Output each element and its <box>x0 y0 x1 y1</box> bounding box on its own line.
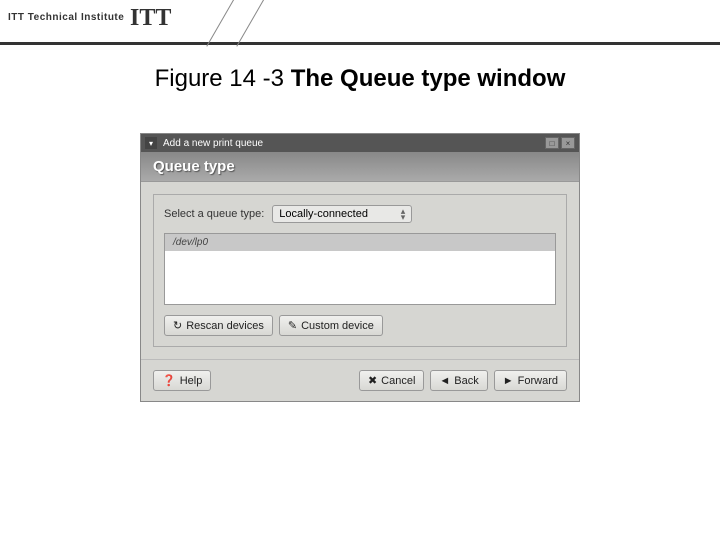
select-label: Select a queue type: <box>164 208 264 220</box>
itt-logo: ITT <box>130 5 171 32</box>
close-icon[interactable]: × <box>561 137 575 149</box>
titlebar-controls: □ × <box>545 137 575 149</box>
cancel-icon: ✖ <box>368 374 377 387</box>
list-item[interactable]: /dev/lp0 <box>165 234 555 251</box>
forward-arrow-icon: ► <box>503 375 514 387</box>
spacer <box>217 370 353 391</box>
cancel-label: Cancel <box>381 375 415 387</box>
titlebar-text: Add a new print queue <box>163 138 545 149</box>
help-button[interactable]: ❓ Help <box>153 370 211 391</box>
decorative-lines <box>200 0 320 45</box>
figure-caption: Figure 14 -3 The Queue type window <box>0 65 720 93</box>
device-button-row: ↻ Rescan devices ✎ Custom device <box>164 315 556 336</box>
help-icon: ❓ <box>162 374 176 387</box>
device-list[interactable]: /dev/lp0 <box>164 233 556 305</box>
dropdown-value: Locally-connected <box>279 208 368 220</box>
caption-title: The Queue type window <box>291 65 566 92</box>
dialog-button-bar: ❓ Help ✖ Cancel ◄ Back ► Forward <box>141 359 579 401</box>
window-titlebar[interactable]: ▾ Add a new print queue □ × <box>141 134 579 152</box>
queue-type-dropdown[interactable]: Locally-connected ▴▾ <box>272 205 412 223</box>
dropdown-arrows-icon: ▴▾ <box>401 208 406 220</box>
cancel-button[interactable]: ✖ Cancel <box>359 370 424 391</box>
back-button[interactable]: ◄ Back <box>430 370 487 391</box>
rescan-devices-button[interactable]: ↻ Rescan devices <box>164 315 273 336</box>
maximize-icon[interactable]: □ <box>545 137 559 149</box>
wrench-icon: ✎ <box>288 319 297 332</box>
page-header: ITT Technical Institute ITT <box>0 0 720 45</box>
window-menu-icon[interactable]: ▾ <box>145 137 157 149</box>
custom-label: Custom device <box>301 320 374 332</box>
institute-text: ITT Technical Institute <box>8 12 124 23</box>
forward-button[interactable]: ► Forward <box>494 370 567 391</box>
back-arrow-icon: ◄ <box>439 375 450 387</box>
dialog-window: ▾ Add a new print queue □ × Queue type S… <box>140 133 580 402</box>
forward-label: Forward <box>518 375 558 387</box>
rescan-label: Rescan devices <box>186 320 264 332</box>
help-label: Help <box>180 375 203 387</box>
back-label: Back <box>454 375 478 387</box>
refresh-icon: ↻ <box>173 319 182 332</box>
dialog-heading: Queue type <box>141 152 579 182</box>
inner-panel: Select a queue type: Locally-connected ▴… <box>153 194 567 347</box>
queue-type-row: Select a queue type: Locally-connected ▴… <box>164 205 556 223</box>
custom-device-button[interactable]: ✎ Custom device <box>279 315 383 336</box>
content-area: Select a queue type: Locally-connected ▴… <box>141 182 579 359</box>
caption-label: Figure 14 -3 <box>155 65 291 92</box>
